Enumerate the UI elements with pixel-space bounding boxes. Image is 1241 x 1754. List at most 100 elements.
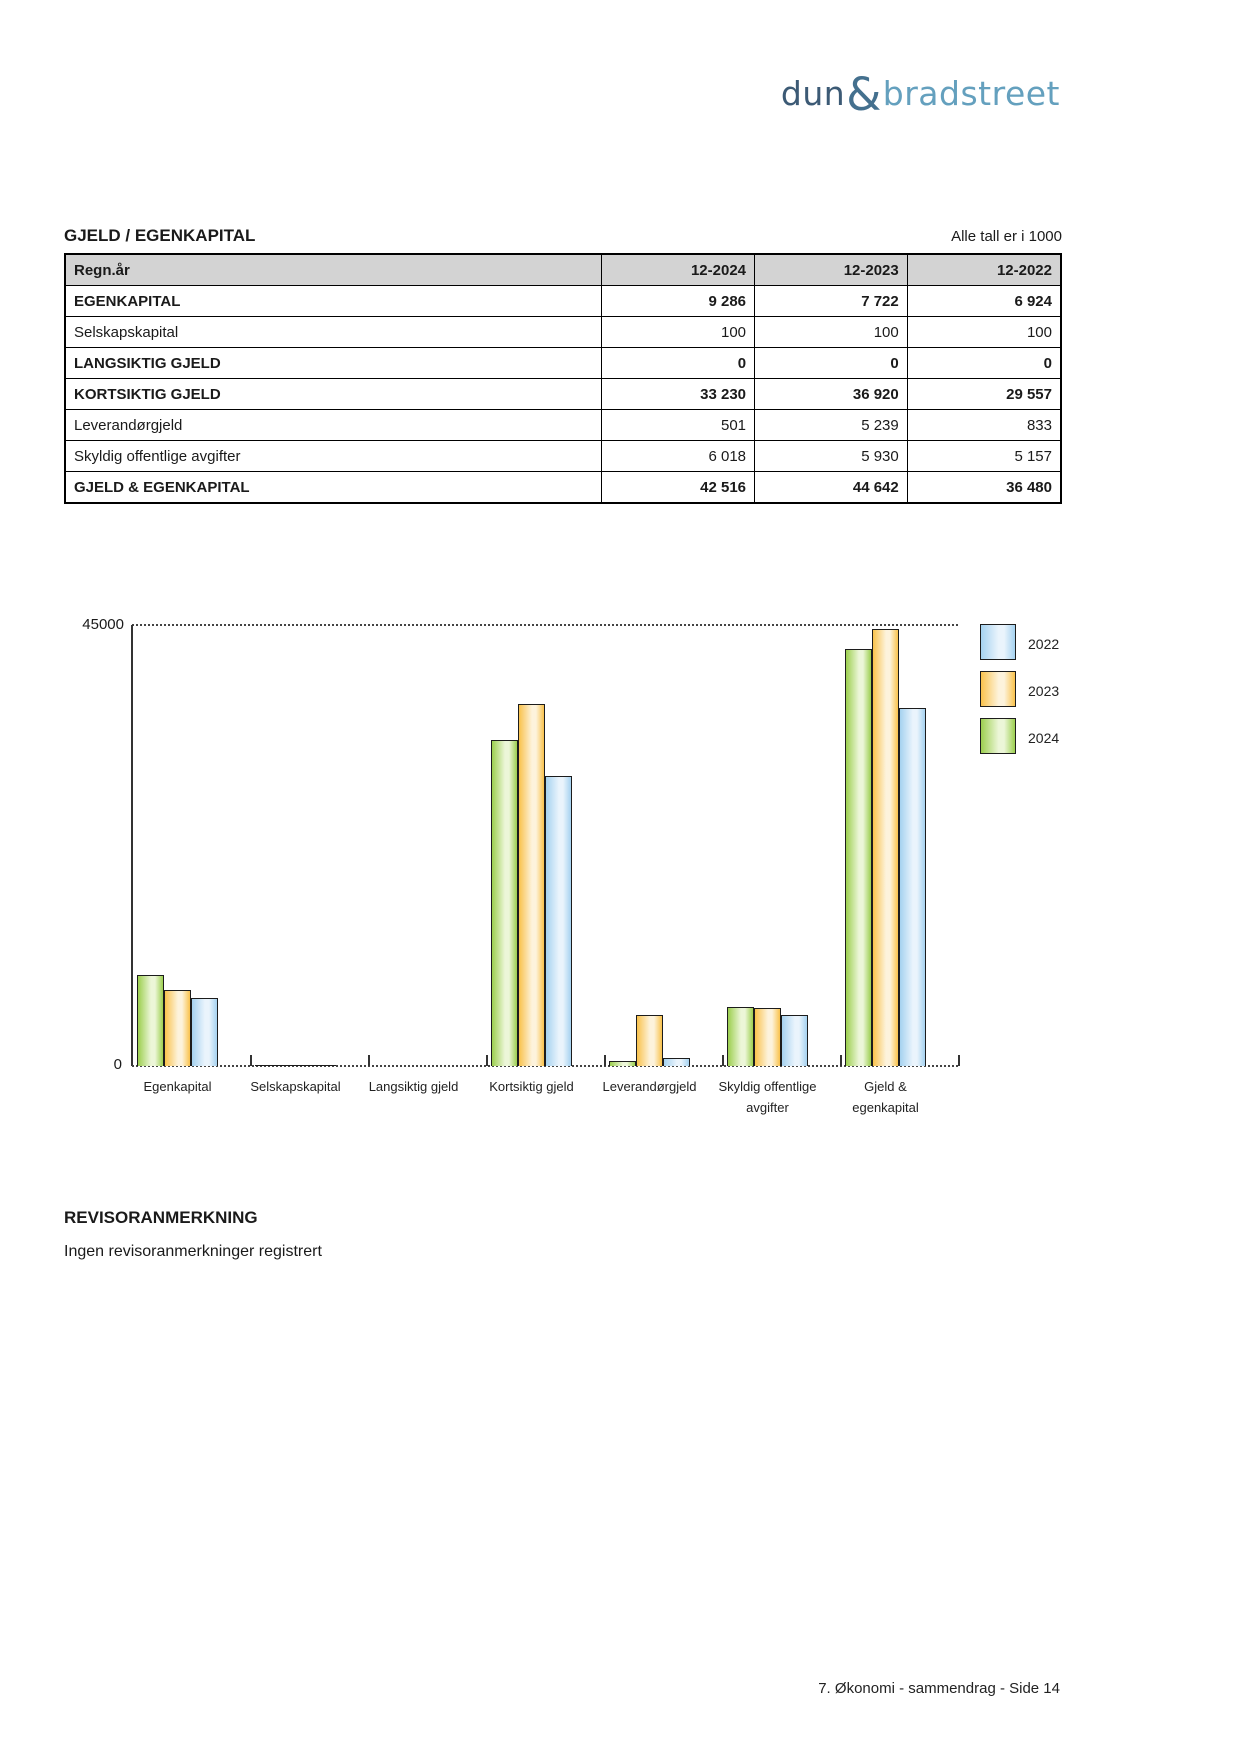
page-footer: 7. Økonomi - sammendrag - Side 14 — [818, 1680, 1060, 1697]
category-label: Langsiktig gjeld — [339, 1076, 489, 1097]
legend-label-2023: 2023 — [1028, 683, 1060, 699]
section-title: GJELD / EGENKAPITAL — [64, 226, 256, 245]
bar-2024 — [845, 649, 872, 1066]
row-value: 6 924 — [906, 285, 1062, 317]
x-axis-tick — [840, 1055, 842, 1066]
bar-group-5 — [727, 625, 808, 1066]
category-label-line: avgifter — [746, 1100, 789, 1115]
y-axis-tick-45000: 45000 — [82, 616, 124, 633]
category-label: Leverandørgjeld — [575, 1076, 725, 1097]
section-title-row: GJELD / EGENKAPITAL Alle tall er i 1000 — [64, 226, 1062, 246]
bar-2024 — [255, 1065, 282, 1066]
category-label: Kortsiktig gjeld — [457, 1076, 607, 1097]
bar-group-3 — [491, 625, 572, 1066]
row-value: 833 — [906, 409, 1062, 441]
bar-2023 — [754, 1008, 781, 1066]
legend-swatch-2023 — [980, 671, 1016, 707]
row-value: 0 — [754, 347, 908, 379]
row-value: 9 286 — [601, 285, 756, 317]
legend-swatch-2022 — [980, 624, 1016, 660]
bar-2023 — [518, 704, 545, 1066]
financial-table: Regn.år 12-2024 12-2023 12-2022 EGENKAPITAL… — [64, 253, 1062, 504]
column-header-12-2022: 12-2022 — [906, 253, 1062, 286]
units-note: Alle tall er i 1000 — [951, 228, 1062, 245]
row-value: 42 516 — [601, 471, 756, 504]
row-value: 44 642 — [754, 471, 908, 504]
revisor-text: Ingen revisoranmerkninger registrert — [64, 1243, 322, 1260]
revisor-heading: REVISORANMERKNING — [64, 1208, 258, 1227]
row-label: Skyldig offentlige avgifter — [64, 440, 603, 472]
x-axis-baseline — [132, 1065, 958, 1067]
row-value: 36 920 — [754, 378, 908, 410]
legend-label-2022: 2022 — [1028, 636, 1060, 652]
bar-2024 — [491, 740, 518, 1066]
column-header-12-2024: 12-2024 — [601, 253, 756, 286]
table-row: GJELD & EGENKAPITAL 42 516 44 642 36 480 — [64, 471, 1062, 504]
row-value: 33 230 — [601, 378, 756, 410]
y-axis-line — [131, 625, 133, 1066]
row-value: 100 — [906, 316, 1062, 348]
x-axis-tick — [958, 1055, 960, 1066]
bar-2024 — [137, 975, 164, 1066]
category-label-line: Kortsiktig gjeld — [489, 1079, 574, 1094]
bar-2024 — [727, 1007, 754, 1066]
financial-table-body: EGENKAPITAL 9 286 7 722 6 924 Selskapskapita… — [64, 285, 1062, 504]
x-axis-tick — [604, 1055, 606, 1066]
table-row: LANGSIKTIG GJELD 0 0 0 — [64, 347, 1062, 379]
category-label: Selskapskapital — [221, 1076, 371, 1097]
row-value: 36 480 — [906, 471, 1062, 504]
bar-group-2 — [373, 625, 454, 1066]
category-label-line: Skyldig offentlige — [718, 1079, 817, 1094]
bar-2022 — [781, 1015, 808, 1066]
category-label: Skyldig offentlige avgifter — [693, 1076, 843, 1118]
bar-2022 — [191, 998, 218, 1066]
bar-2023 — [282, 1065, 309, 1066]
logo-text-bradstreet: bradstreet — [882, 74, 1060, 113]
bar-2024 — [609, 1061, 636, 1066]
debt-equity-bar-chart: 45000 0 Egenkapital Selskapskapital Langsi… — [82, 616, 1060, 1118]
row-value: 5 930 — [754, 440, 908, 472]
category-label-line: Leverandørgjeld — [602, 1079, 697, 1094]
legend-label-2024: 2024 — [1028, 730, 1060, 746]
legend-swatch-2024 — [980, 718, 1016, 754]
bar-2023 — [164, 990, 191, 1066]
x-axis-tick — [250, 1055, 252, 1066]
dun-bradstreet-logo: dun&bradstreet — [781, 68, 1060, 121]
row-value: 0 — [906, 347, 1062, 379]
table-row: KORTSIKTIG GJELD 33 230 36 920 29 557 — [64, 378, 1062, 410]
bar-group-1 — [255, 625, 336, 1066]
x-axis-tick — [486, 1055, 488, 1066]
bar-group-6 — [845, 625, 926, 1066]
bar-2022 — [545, 776, 572, 1066]
bar-2023 — [636, 1015, 663, 1066]
row-label: KORTSIKTIG GJELD — [64, 378, 603, 410]
category-label: Egenkapital — [103, 1076, 253, 1097]
column-header-12-2023: 12-2023 — [754, 253, 908, 286]
row-value: 5 157 — [906, 440, 1062, 472]
y-axis-tick-0: 0 — [113, 1056, 122, 1073]
x-axis-tick — [368, 1055, 370, 1066]
logo-text-dun: dun — [780, 74, 846, 113]
category-label-line: Langsiktig gjeld — [368, 1079, 459, 1094]
row-value: 29 557 — [906, 378, 1062, 410]
row-value: 7 722 — [754, 285, 908, 317]
bar-2022 — [663, 1058, 690, 1066]
row-value: 100 — [601, 316, 756, 348]
bar-2022 — [899, 708, 926, 1066]
bar-2022 — [309, 1065, 336, 1066]
x-axis-tick — [722, 1055, 724, 1066]
row-label: LANGSIKTIG GJELD — [64, 347, 603, 379]
category-label-line: Selskapskapital — [250, 1079, 341, 1094]
category-label-line: Egenkapital — [143, 1079, 212, 1094]
category-label-line: Gjeld & — [864, 1079, 907, 1094]
bar-group-0 — [137, 625, 218, 1066]
category-label-line: egenkapital — [852, 1100, 919, 1115]
category-label: Gjeld & egenkapital — [811, 1076, 961, 1118]
ampersand-icon: & — [846, 68, 882, 121]
bar-2023 — [872, 629, 899, 1066]
gridline-45000 — [132, 624, 958, 626]
row-label: GJELD & EGENKAPITAL — [64, 471, 603, 504]
table-row: Skyldig offentlige avgifter 6 018 5 930 5 1… — [64, 440, 1062, 472]
row-value: 6 018 — [601, 440, 756, 472]
